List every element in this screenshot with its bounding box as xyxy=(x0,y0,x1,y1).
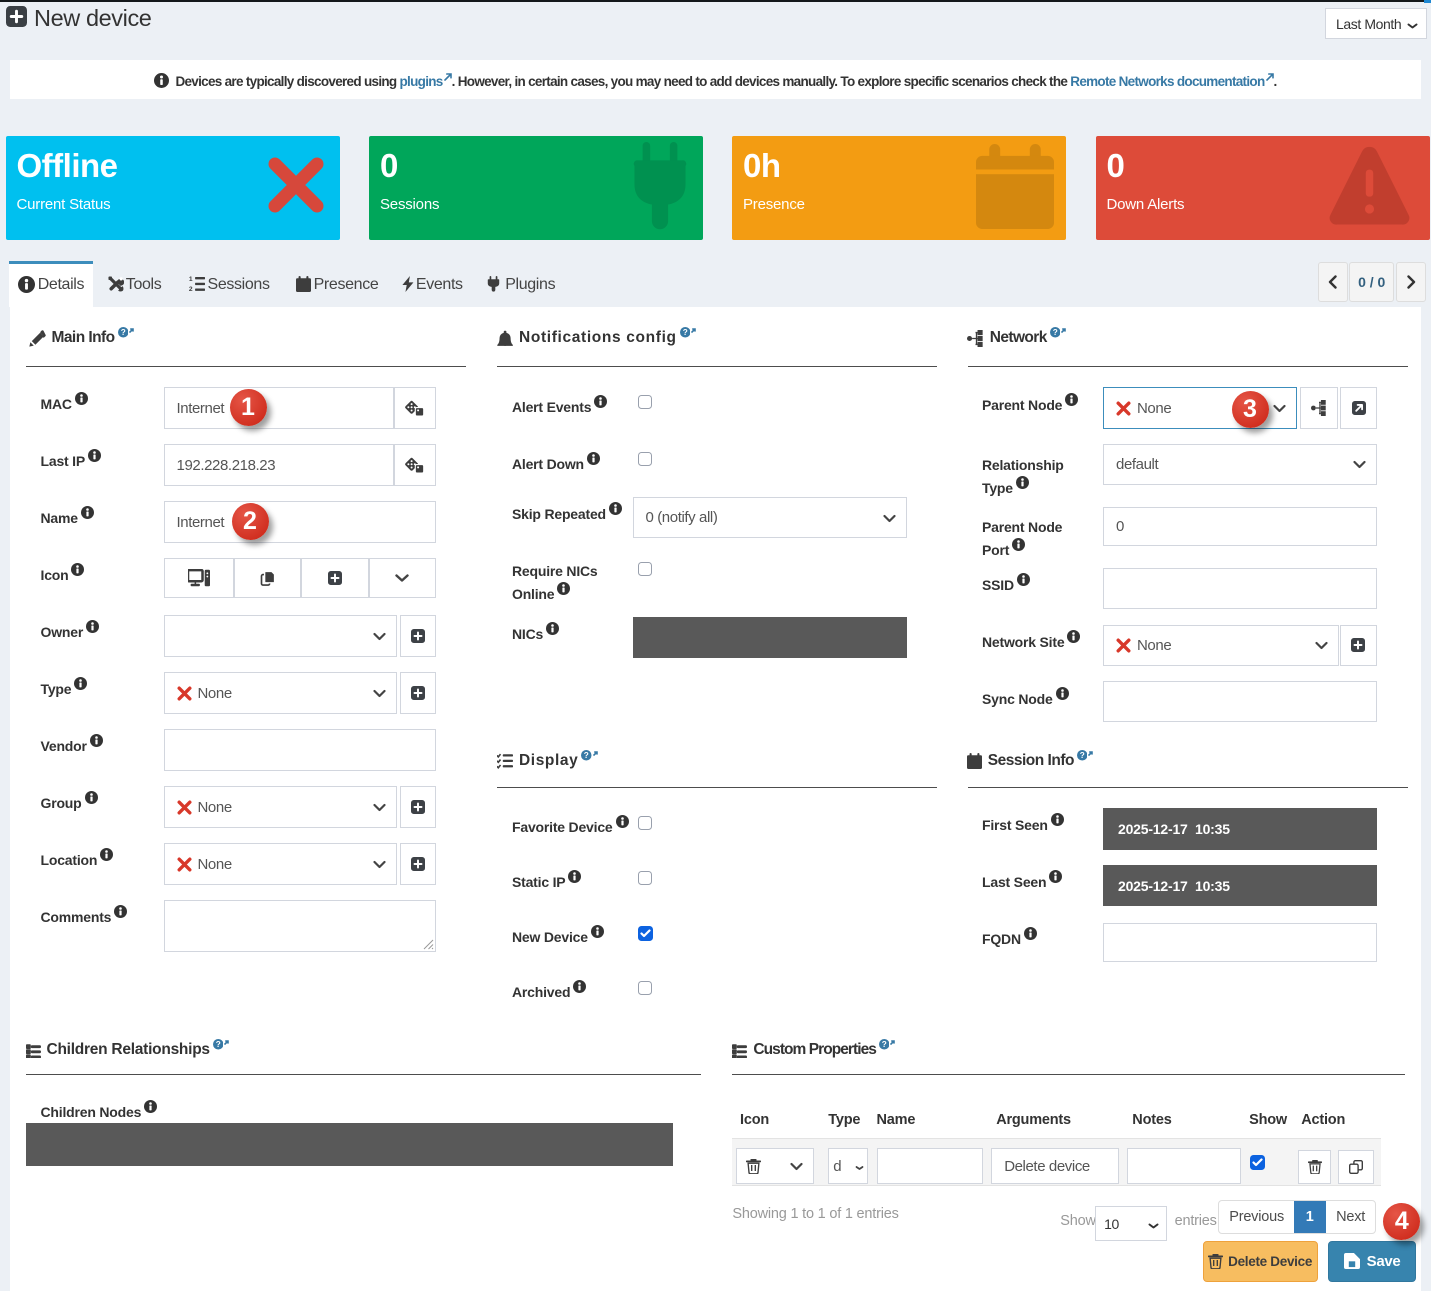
svg-text:?: ? xyxy=(682,328,687,337)
svg-text:?: ? xyxy=(1080,751,1085,760)
svg-text:?: ? xyxy=(1053,328,1058,337)
svg-text:?: ? xyxy=(120,328,125,337)
svg-text:?: ? xyxy=(584,751,589,760)
svg-text:1: 1 xyxy=(189,276,193,283)
svg-text:?: ? xyxy=(882,1040,887,1049)
svg-text:?: ? xyxy=(216,1040,221,1049)
svg-text:2: 2 xyxy=(189,286,193,292)
